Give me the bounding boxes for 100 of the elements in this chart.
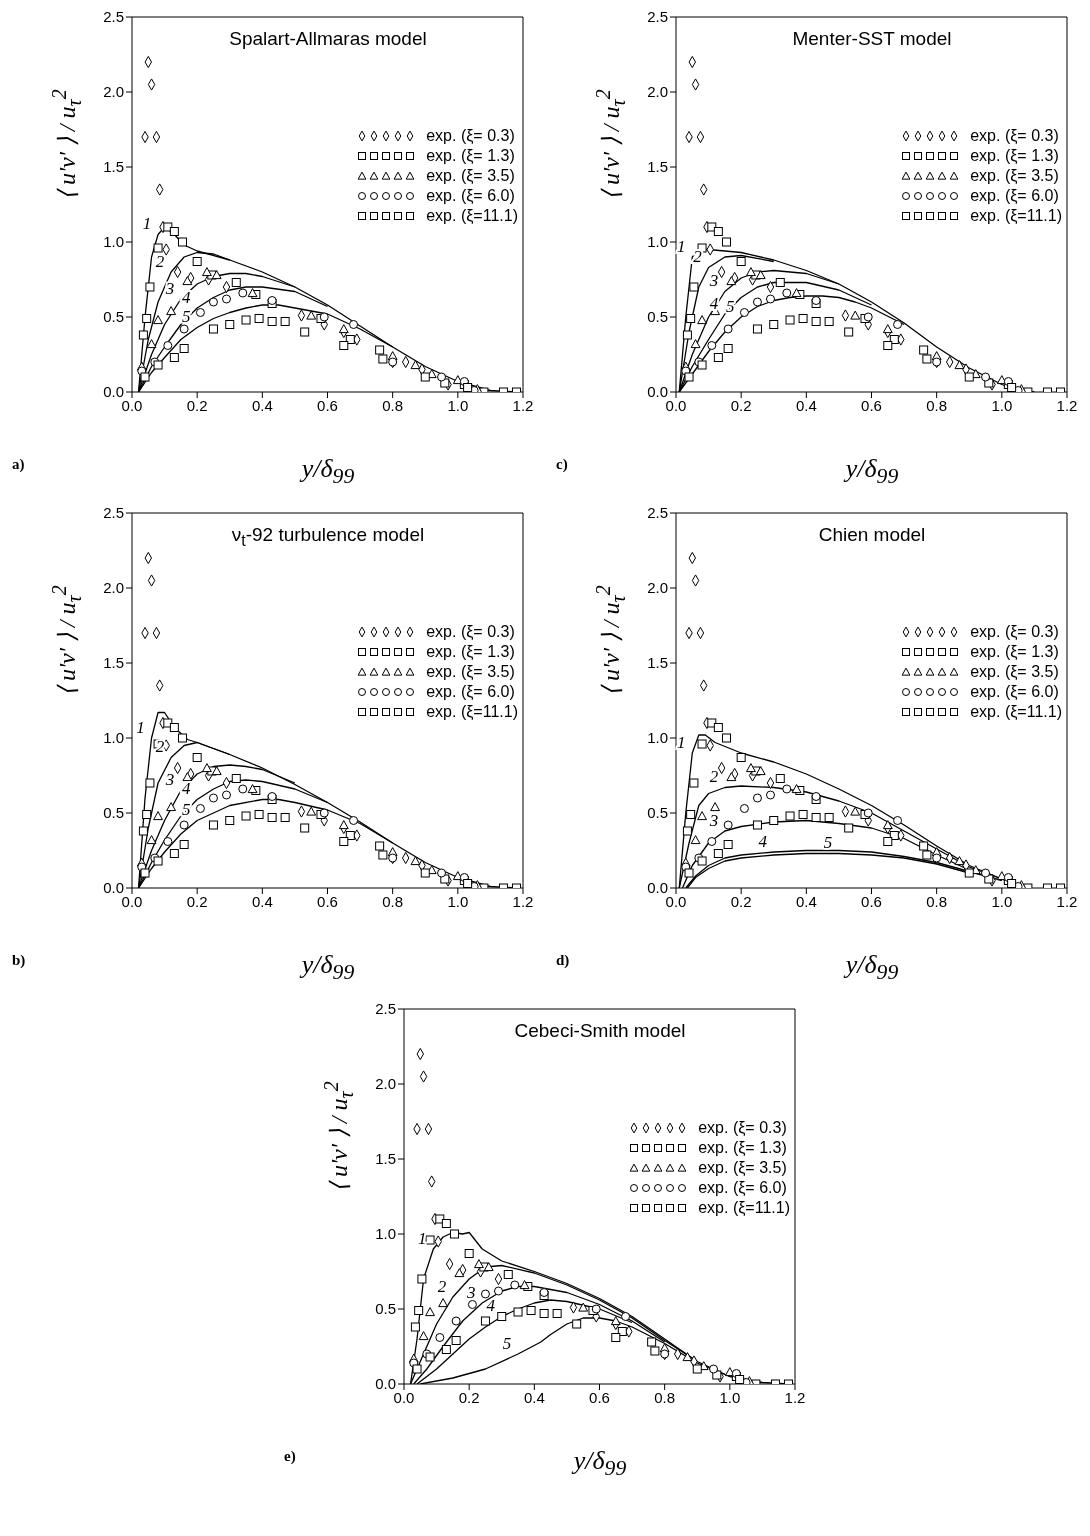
x-tick-label: 1.0: [447, 892, 469, 910]
x-tick-label: 1.2: [784, 1388, 806, 1406]
legend-label: exp. (ξ= 1.3): [970, 642, 1059, 662]
x-tick-label: 1.0: [991, 396, 1013, 414]
annotation: 1: [136, 717, 145, 737]
legend-label: exp. (ξ= 6.0): [970, 186, 1059, 206]
x-tick-label: 0.4: [523, 1388, 545, 1406]
annotation: 3: [164, 770, 175, 790]
x-tick-label: 0.2: [186, 396, 208, 414]
legend-label: exp. (ξ= 0.3): [698, 1118, 787, 1138]
x-tick-label: 1.0: [447, 396, 469, 414]
annotation: 1: [677, 236, 686, 256]
x-axis-title: y/δ$_{99}$: [570, 1446, 628, 1482]
y-tick-label: 0.0: [647, 879, 668, 897]
x-tick-label: 0.2: [458, 1388, 480, 1406]
y-tick-label: 0.5: [375, 1300, 396, 1318]
legend-label: exp. (ξ=11.1): [426, 702, 518, 722]
text: a): [12, 456, 25, 473]
legend-label: exp. (ξ= 1.3): [698, 1138, 787, 1158]
x-tick-label: 0.6: [861, 892, 882, 910]
x-tick-label: 1.2: [512, 892, 534, 910]
text: ν$_{t}$-92 turbulence model: [230, 524, 426, 550]
y-tick-label: 0.0: [375, 1375, 396, 1393]
y-tick-label: 0.0: [647, 383, 668, 401]
y-tick-label: 1.5: [647, 654, 668, 672]
y-tick-label: 1.0: [103, 233, 124, 251]
x-tick-label: 0.8: [382, 892, 404, 910]
legend-label: exp. (ξ= 1.3): [970, 146, 1059, 166]
legend-label: exp. (ξ= 3.5): [426, 662, 515, 682]
annotation: 1: [142, 214, 152, 234]
annotation: 2: [709, 767, 719, 787]
y-tick-label: 0.0: [103, 383, 124, 401]
annotation: 3: [164, 278, 175, 298]
legend-label: exp. (ξ=11.1): [426, 206, 518, 226]
x-tick-label: 0.4: [251, 892, 273, 910]
annotation: 3: [465, 1282, 476, 1302]
legend-label: exp. (ξ= 1.3): [426, 146, 515, 166]
x-tick-label: 0.6: [861, 396, 882, 414]
legend-label: exp. (ξ= 3.5): [970, 166, 1059, 186]
legend-label: exp. (ξ= 0.3): [426, 622, 515, 642]
y-tick-label: 2.5: [647, 504, 668, 522]
y-tick-label: 1.5: [375, 1150, 396, 1168]
annotation: 2: [155, 251, 165, 271]
x-tick-label: 0.4: [795, 892, 817, 910]
x-tick-label: 0.4: [251, 396, 273, 414]
y-tick-label: 0.5: [103, 804, 124, 822]
x-tick-label: 0.0: [665, 396, 687, 414]
text: Chien model: [817, 524, 927, 546]
text: c): [556, 456, 568, 473]
y-tick-label: 2.0: [103, 83, 124, 101]
x-tick-label: 1.0: [991, 892, 1013, 910]
x-axis-title: y/δ$_{99}$: [298, 454, 356, 490]
annotation: 3: [708, 810, 719, 830]
legend-label: exp. (ξ= 6.0): [698, 1178, 787, 1198]
annotation: 5: [502, 1333, 512, 1353]
text: Spalart-Allmaras model: [228, 28, 428, 50]
y-tick-label: 1.5: [647, 158, 668, 176]
x-tick-label: 0.6: [589, 1388, 610, 1406]
y-tick-label: 2.0: [647, 579, 668, 597]
text: Menter-SST model: [791, 28, 953, 50]
legend-label: exp. (ξ= 1.3): [426, 642, 515, 662]
x-tick-label: 1.0: [719, 1388, 741, 1406]
y-tick-label: 2.0: [647, 83, 668, 101]
x-tick-label: 0.0: [393, 1388, 415, 1406]
x-axis-title: y/δ$_{99}$: [842, 950, 900, 986]
legend-label: exp. (ξ= 3.5): [970, 662, 1059, 682]
x-tick-label: 0.4: [795, 396, 817, 414]
legend-label: exp. (ξ= 0.3): [426, 126, 515, 146]
x-tick-label: 0.2: [730, 892, 752, 910]
text: Cebeci-Smith model: [513, 1020, 687, 1042]
y-tick-label: 2.5: [103, 8, 124, 26]
annotation: 1: [418, 1228, 427, 1248]
y-tick-label: 0.0: [103, 879, 124, 897]
legend-label: exp. (ξ= 6.0): [970, 682, 1059, 702]
y-tick-label: 0.5: [647, 308, 668, 326]
y-tick-label: 0.5: [103, 308, 124, 326]
text: e): [284, 1448, 296, 1465]
annotation: 5: [823, 833, 833, 853]
legend-label: exp. (ξ=11.1): [970, 206, 1062, 226]
x-tick-label: 0.8: [926, 892, 948, 910]
x-tick-label: 1.2: [1056, 892, 1078, 910]
x-tick-label: 0.2: [730, 396, 752, 414]
x-tick-label: 0.0: [665, 892, 687, 910]
x-tick-label: 0.2: [186, 892, 208, 910]
x-tick-label: 1.2: [512, 396, 534, 414]
annotation: 4: [709, 293, 719, 313]
y-tick-label: 1.5: [103, 654, 124, 672]
x-tick-label: 0.6: [317, 396, 338, 414]
legend-label: exp. (ξ= 3.5): [426, 166, 515, 186]
legend-label: exp. (ξ=11.1): [698, 1198, 790, 1218]
annotation: 2: [693, 247, 703, 267]
annotation: 1: [677, 732, 686, 752]
x-axis-title: y/δ$_{99}$: [842, 454, 900, 490]
annotation: 2: [437, 1276, 447, 1296]
x-tick-label: 0.0: [121, 892, 143, 910]
y-tick-label: 2.0: [103, 579, 124, 597]
legend-label: exp. (ξ= 3.5): [698, 1158, 787, 1178]
annotation: 3: [708, 271, 719, 291]
x-tick-label: 0.6: [317, 892, 338, 910]
y-tick-label: 1.5: [103, 158, 124, 176]
